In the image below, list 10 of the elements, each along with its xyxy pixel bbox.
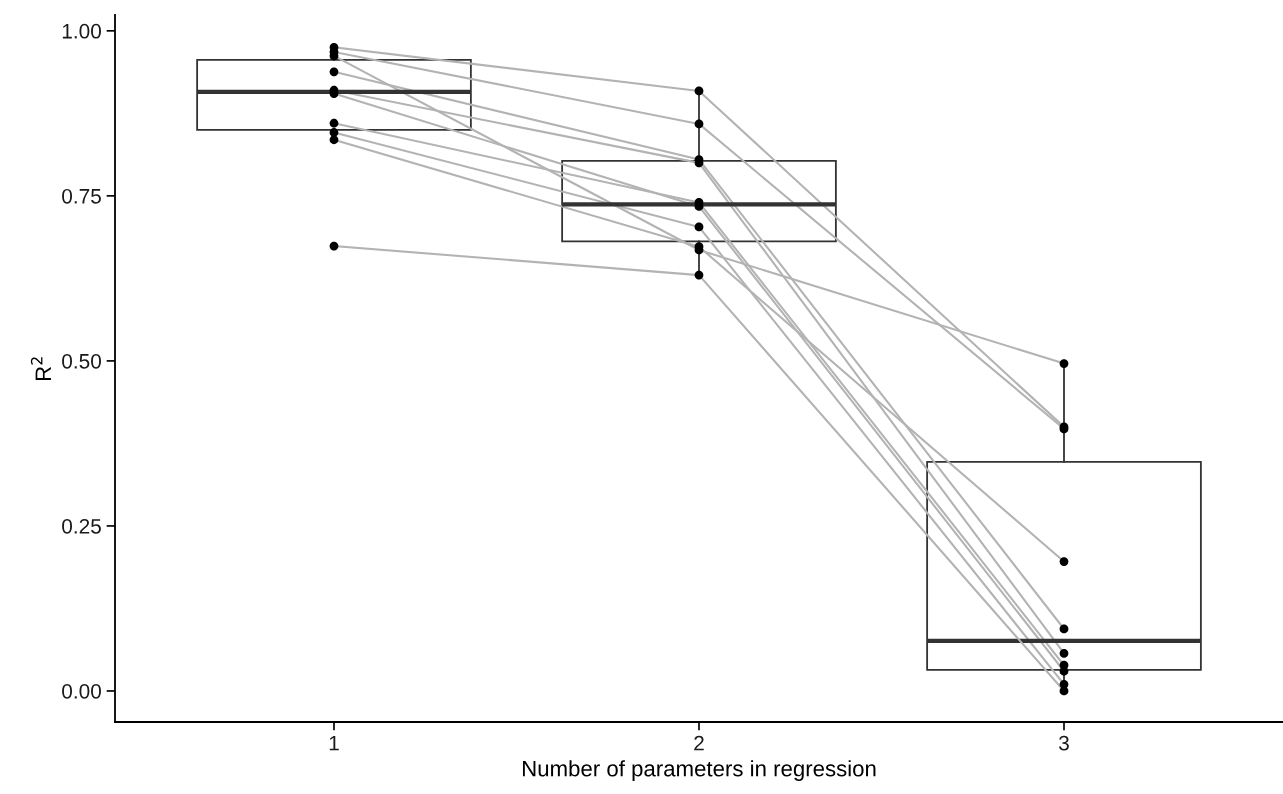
y-tick-label: 0.00 [62,683,101,699]
y-tick-label: 0.75 [62,188,101,204]
x-axis-title: Number of parameters in regression [522,760,876,781]
x-tick-label: 1 [329,735,339,751]
y-tick-label: 0.50 [62,353,101,369]
x-tick-label: 3 [1059,735,1069,751]
x-tick-label: 2 [694,735,704,751]
y-tick-label: 0.25 [62,518,101,534]
y-tick-label: 1.00 [62,23,101,39]
y-axis-title: R$^{2}$ [30,357,51,381]
